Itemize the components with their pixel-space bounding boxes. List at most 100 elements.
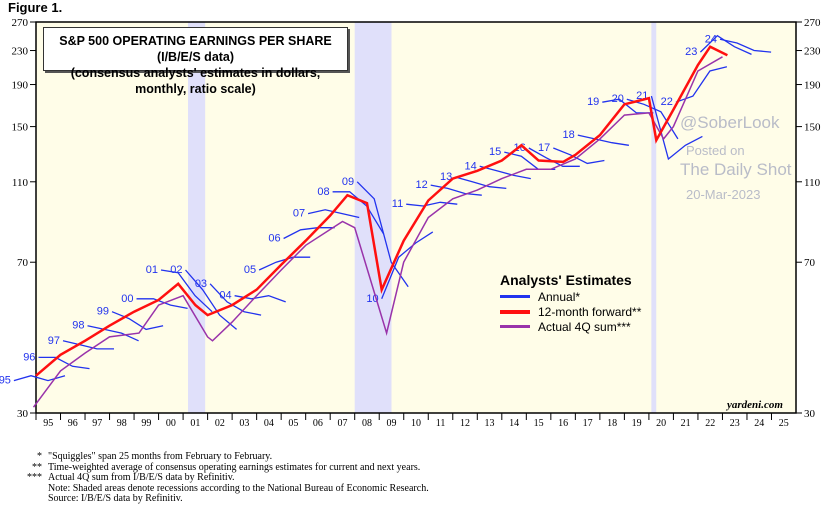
squiggle-label: 19 xyxy=(587,96,599,108)
y-tick-label-left: 190 xyxy=(12,80,29,92)
footnote: * "Squiggles" span 25 months from Februar… xyxy=(37,451,273,462)
x-tick-label: 23 xyxy=(730,418,740,429)
x-tick-label: 17 xyxy=(583,418,593,429)
y-tick-label-left: 150 xyxy=(12,122,29,134)
x-tick-label: 01 xyxy=(190,418,200,429)
chart-title-box: S&P 500 OPERATING EARNINGS PER SHARE (I/… xyxy=(43,27,348,96)
annual-squiggle xyxy=(455,176,507,190)
y-tick-label-left: 70 xyxy=(17,257,29,269)
legend-title: Analysts' Estimates xyxy=(500,272,632,288)
squiggle-label: 17 xyxy=(538,142,550,154)
legend-item-annual: Annual* xyxy=(500,289,641,304)
x-tick-label: 16 xyxy=(558,418,568,429)
y-tick-label-right: 270 xyxy=(804,17,821,29)
squiggle-label: 15 xyxy=(489,146,501,158)
squiggle-label: 97 xyxy=(48,335,60,347)
y-tick-label-left: 110 xyxy=(12,177,29,189)
annual-squiggle xyxy=(38,356,90,370)
annual-squiggle xyxy=(111,311,164,331)
squiggle-label: 24 xyxy=(705,33,717,45)
x-tick-label: 12 xyxy=(460,418,470,429)
x-tick-label: 07 xyxy=(337,418,347,429)
chart-subtitle: (consensus analysts' estimates in dollar… xyxy=(70,66,321,96)
plot-area xyxy=(36,22,796,413)
x-tick-label: 03 xyxy=(239,418,249,429)
annual-squiggle xyxy=(283,227,335,240)
x-tick-label: 05 xyxy=(288,418,298,429)
squiggle-label: 13 xyxy=(440,171,452,183)
y-tick-label-right: 30 xyxy=(804,408,816,420)
x-tick-label: 21 xyxy=(681,418,691,429)
recession-band xyxy=(651,22,657,413)
y-tick-label-right: 230 xyxy=(804,46,821,58)
squiggle-label: 01 xyxy=(146,264,158,276)
x-tick-label: 20 xyxy=(656,418,666,429)
y-tick-label-right: 150 xyxy=(804,122,821,134)
plot-frame xyxy=(35,21,797,414)
squiggle-label: 18 xyxy=(563,129,575,141)
footnote: *** Actual 4Q sum from I/B/E/S data by Re… xyxy=(27,472,235,483)
y-tick-label-left: 230 xyxy=(12,46,29,58)
watermark-posted: Posted on xyxy=(686,143,745,158)
legend-item-actual: Actual 4Q sum*** xyxy=(500,319,641,334)
x-tick-label: 14 xyxy=(509,418,519,429)
figure-label: Figure 1. xyxy=(8,0,63,15)
annual-squiggle xyxy=(87,325,139,342)
x-tick-label: 02 xyxy=(215,418,225,429)
x-tick-label: 97 xyxy=(92,418,102,429)
squiggle-label: 22 xyxy=(661,96,673,108)
x-tick-label: 98 xyxy=(117,418,127,429)
watermark-handle: @SoberLook xyxy=(680,113,780,132)
squiggle-label: 20 xyxy=(612,93,624,105)
footnote: Note: Shaded areas denote recessions acc… xyxy=(48,482,429,494)
squiggle-label: 06 xyxy=(268,232,280,244)
squiggle-label: 09 xyxy=(342,176,354,188)
annual-squiggle xyxy=(209,283,262,316)
squiggle-label: 99 xyxy=(97,306,109,318)
annual-squiggle xyxy=(160,269,213,313)
annual-squiggle xyxy=(479,165,531,180)
x-tick-label: 24 xyxy=(754,418,764,429)
x-tick-label: 13 xyxy=(485,418,495,429)
x-tick-label: 25 xyxy=(779,418,789,429)
squiggle-label: 98 xyxy=(72,320,84,332)
x-tick-label: 96 xyxy=(68,418,78,429)
annual-squiggle xyxy=(13,375,66,382)
x-tick-label: 06 xyxy=(313,418,323,429)
source-mark: yardeni.com xyxy=(727,399,783,411)
squiggle-label: 03 xyxy=(195,278,207,290)
squiggle-label: 08 xyxy=(317,186,329,198)
squiggle-label: 14 xyxy=(464,160,476,172)
y-tick-label-right: 110 xyxy=(804,177,821,189)
recession-band xyxy=(188,22,206,413)
y-tick-label-left: 30 xyxy=(17,408,29,420)
x-tick-label: 22 xyxy=(705,418,715,429)
squiggle-label: 12 xyxy=(415,179,427,191)
x-tick-label: 99 xyxy=(141,418,151,429)
annual-squiggle xyxy=(577,134,629,146)
annual-squiggle xyxy=(430,184,482,196)
annual-squiggle xyxy=(62,340,114,350)
footnotes: * "Squiggles" span 25 months from Februar… xyxy=(20,451,429,505)
x-tick-label: 11 xyxy=(436,418,446,429)
x-tick-label: 09 xyxy=(386,418,396,429)
squiggle-label: 05 xyxy=(244,264,256,276)
x-tick-label: 95 xyxy=(43,418,53,429)
watermark-date: 20-Mar-2023 xyxy=(686,187,761,202)
footnote: ** Time-weighted average of consensus ope… xyxy=(32,461,421,473)
x-tick-label: 10 xyxy=(411,418,421,429)
y-tick-label-right: 70 xyxy=(804,257,816,269)
squiggle-label: 23 xyxy=(685,46,697,58)
x-tick-label: 04 xyxy=(264,418,274,429)
actual-4q-line xyxy=(32,56,723,408)
annual-squiggle xyxy=(553,147,605,165)
footnote: Source: I/B/E/S data by Refinitiv. xyxy=(48,493,183,504)
x-tick-label: 19 xyxy=(632,418,642,429)
squiggle-label: 00 xyxy=(121,293,133,305)
annual-squiggle xyxy=(356,181,409,288)
squiggle-label: 02 xyxy=(170,264,182,276)
watermark-site: The Daily Shot xyxy=(680,160,792,179)
annual-squiggle xyxy=(136,298,188,310)
squiggle-label: 95 xyxy=(0,375,11,387)
